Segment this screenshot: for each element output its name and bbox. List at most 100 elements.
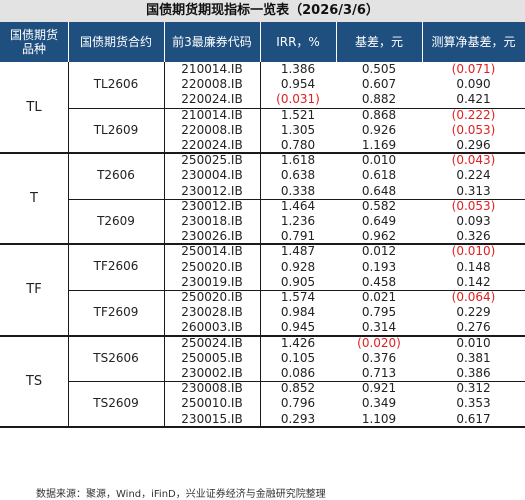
table-row: 230018.IB 1.236 0.649 0.093 [0,214,525,229]
irr-cell: 1.487 [280,244,316,259]
basis-cell: 0.962 [361,229,397,244]
net-basis-cell: 0.224 [456,168,491,183]
irr-cell: 0.638 [280,168,316,183]
bond-code-cell: 250010.IB [181,396,243,411]
net-basis-cell: (0.222) [451,107,496,122]
irr-cell: 0.945 [280,320,316,335]
net-basis-cell: 0.312 [456,381,491,396]
net-basis-cell: (0.053) [451,122,496,137]
basis-cell: 0.193 [361,259,397,274]
table-row: 220024.IB (0.031) 0.882 0.421 [0,92,525,107]
table-row: 230015.IB 0.293 1.109 0.617 [0,412,525,427]
bond-code-cell: 230004.IB [181,168,243,183]
net-basis-cell: (0.053) [451,198,496,213]
basis-cell: 0.376 [361,350,397,365]
net-basis-cell: 0.229 [456,305,491,320]
bond-code-cell: 230026.IB [181,229,243,244]
table-row: 250020.IB 0.928 0.193 0.148 [0,260,525,275]
net-basis-cell: 0.090 [456,77,491,92]
table-row: 230019.IB 0.905 0.458 0.142 [0,275,525,290]
bond-code-cell: 250025.IB [181,153,243,168]
basis-cell: 0.649 [361,214,397,228]
table-row: 230004.IB 0.638 0.618 0.224 [0,168,525,183]
net-basis-cell: 0.326 [456,229,491,244]
contract-label: TF2609 [93,305,139,319]
bond-code-cell: 220008.IB [181,77,243,92]
basis-cell: 0.926 [361,122,397,137]
basis-cell: 0.010 [361,153,397,168]
table-row: 230012.IB 1.464 0.582 (0.053) [0,199,525,214]
irr-cell: 1.521 [280,107,316,122]
irr-cell: 0.791 [280,229,316,244]
bond-code-cell: 230018.IB [181,214,243,228]
header-net-basis: 测算净基差，元 [431,35,516,49]
net-basis-cell: 0.617 [456,411,491,426]
net-basis-cell: 0.093 [456,214,491,228]
bond-code-cell: 230012.IB [181,198,243,213]
header-bond-code: 前3最廉券代码 [172,35,252,49]
table-row: 250020.IB 1.574 0.021 (0.064) [0,290,525,305]
column-divider [260,62,261,427]
irr-cell: 1.236 [280,214,316,228]
irr-cell: 1.574 [280,290,316,304]
bond-code-cell: 210014.IB [181,107,243,122]
header-contract: 国债期货合约 [79,35,152,49]
header-divider [164,22,165,62]
column-divider [164,62,165,427]
table-row: 230002.IB 0.086 0.713 0.386 [0,366,525,381]
irr-cell: 1.386 [280,62,316,76]
table-row: 220024.IB 0.780 1.169 0.296 [0,138,525,153]
basis-cell: 0.458 [361,274,397,289]
net-basis-cell: (0.071) [451,62,496,76]
bond-code-cell: 230019.IB [181,274,243,289]
group-separator [0,334,525,337]
table-row: 250010.IB 0.796 0.349 0.353 [0,396,525,411]
irr-cell: 1.464 [280,198,316,213]
basis-cell: 0.882 [361,92,397,107]
group-separator [0,243,525,246]
net-basis-cell: 0.010 [456,335,491,350]
contract-separator [68,381,525,383]
basis-cell: 0.713 [361,366,397,380]
header-divider [260,22,261,62]
table-row: 250025.IB 1.618 0.010 (0.043) [0,153,525,168]
bond-code-cell: 250024.IB [181,335,243,350]
contract-label: TS2609 [93,396,139,411]
irr-cell: (0.031) [276,92,320,107]
basis-cell: 0.607 [361,77,397,92]
header-irr: IRR，% [276,35,320,49]
table-row: 230012.IB 0.338 0.648 0.313 [0,184,525,199]
basis-cell: 1.169 [361,138,397,152]
bond-code-cell: 220024.IB [181,92,243,107]
irr-cell: 0.905 [280,274,316,289]
irr-cell: 1.426 [280,335,316,350]
basis-cell: 0.505 [361,62,397,76]
table-row: 220008.IB 1.305 0.926 (0.053) [0,123,525,138]
table-row: 250024.IB 1.426 (0.020) 0.010 [0,336,525,351]
bond-code-cell: 230008.IB [181,381,243,396]
contract-separator [68,198,525,200]
contract-label: TS2606 [93,350,139,365]
irr-cell: 1.305 [280,122,316,137]
data-source-note: 数据来源：聚源，Wind，iFinD，兴业证券经济与金融研究院整理 [36,489,326,500]
group-separator [0,152,525,155]
net-basis-cell: (0.043) [451,153,496,168]
basis-cell: 0.012 [361,244,397,259]
net-basis-cell: 0.296 [456,138,491,152]
table-row: 230028.IB 0.984 0.795 0.229 [0,305,525,320]
irr-cell: 0.984 [280,305,316,320]
irr-cell: 0.780 [280,138,316,152]
table-row: 260003.IB 0.945 0.314 0.276 [0,320,525,335]
contract-label: TL2606 [93,77,139,91]
irr-cell: 0.293 [280,411,316,426]
table-row: 210014.IB 1.386 0.505 (0.071) [0,62,525,77]
net-basis-cell: 0.381 [456,350,491,365]
basis-cell: 0.795 [361,305,397,320]
bond-code-cell: 220024.IB [181,138,243,152]
product-label: TF [26,282,42,298]
product-label: TL [26,100,42,115]
contract-label: T2606 [97,168,135,183]
irr-cell: 0.928 [280,259,316,274]
bond-code-cell: 230028.IB [181,305,243,320]
net-basis-cell: 0.276 [456,320,491,335]
